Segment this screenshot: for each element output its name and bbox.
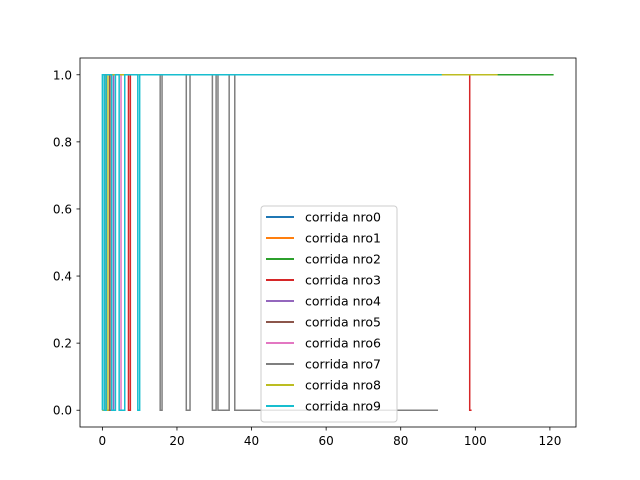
x-tick-label-5: 100 [464, 434, 487, 448]
legend-label-1: corrida nro1 [305, 231, 381, 246]
y-tick-label-3: 0.6 [53, 202, 72, 216]
series-layer [101, 74, 554, 411]
legend-box [260, 205, 398, 423]
y-tick-label-2: 0.4 [53, 270, 72, 284]
x-tick-label-4: 80 [393, 434, 408, 448]
legend-label-2: corrida nro2 [305, 252, 381, 267]
axes-frame [79, 57, 577, 428]
legend-label-5: corrida nro5 [305, 315, 381, 330]
series-line-3 [102, 74, 472, 411]
legend-label-6: corrida nro6 [305, 336, 381, 351]
legend-label-0: corrida nro0 [305, 210, 381, 225]
x-tick-label-6: 120 [538, 434, 561, 448]
series-line-7 [102, 74, 439, 411]
legend-label-3: corrida nro3 [305, 273, 381, 288]
legend-label-9: corrida nro9 [305, 399, 381, 414]
x-tick-label-3: 60 [318, 434, 333, 448]
x-tick-label-2: 40 [244, 434, 259, 448]
y-tick-label-5: 1.0 [53, 68, 72, 82]
y-axis: 0.0 0.2 0.4 0.6 0.8 1.0 [53, 68, 80, 418]
y-tick-label-4: 0.8 [53, 135, 72, 149]
series-line-9 [101, 74, 442, 411]
x-tick-label-1: 20 [169, 434, 184, 448]
legend-label-7: corrida nro7 [305, 357, 381, 372]
x-tick-label-0: 0 [99, 434, 107, 448]
x-axis: 0 20 40 60 80 100 120 [99, 427, 561, 448]
y-tick-label-0: 0.0 [53, 404, 72, 418]
legend-label-4: corrida nro4 [305, 294, 381, 309]
y-tick-label-1: 0.2 [53, 337, 72, 351]
legend-label-8: corrida nro8 [305, 378, 381, 393]
legend: corrida nro0 corrida nro1 corrida nro2 corr… [260, 205, 398, 423]
